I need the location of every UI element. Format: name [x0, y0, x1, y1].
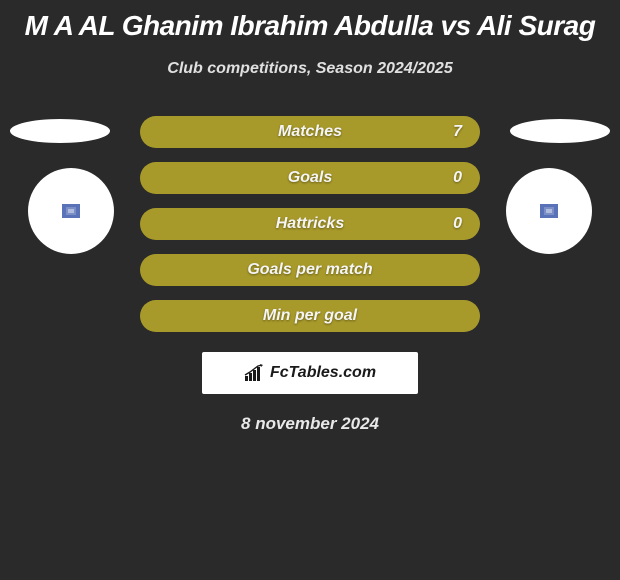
stat-rows: Matches 7 Goals 0 Hattricks 0 Goals per … [140, 116, 480, 332]
comparison-widget: M A AL Ghanim Ibrahim Abdulla vs Ali Sur… [0, 0, 620, 434]
page-title: M A AL Ghanim Ibrahim Abdulla vs Ali Sur… [0, 10, 620, 42]
stat-row-min-per-goal: Min per goal [140, 300, 480, 332]
club-badge-left [28, 168, 114, 254]
stat-row-goals: Goals 0 [140, 162, 480, 194]
stat-value-right: 0 [453, 169, 462, 187]
stat-row-matches: Matches 7 [140, 116, 480, 148]
stat-value-right: 0 [453, 215, 462, 233]
club-badge-right [506, 168, 592, 254]
logo-box[interactable]: FcTables.com [202, 352, 418, 394]
stat-label: Matches [278, 123, 342, 141]
badge-left-icon [62, 204, 80, 218]
bar-chart-icon [244, 364, 266, 382]
stat-label: Hattricks [276, 215, 344, 233]
stat-value-right: 7 [453, 123, 462, 141]
stat-label: Goals [288, 169, 332, 187]
date-text: 8 november 2024 [0, 414, 620, 434]
stat-label: Goals per match [247, 261, 372, 279]
badge-right-icon [540, 204, 558, 218]
player-left-avatar [10, 119, 110, 143]
main-area: Matches 7 Goals 0 Hattricks 0 Goals per … [0, 116, 620, 434]
player-right-avatar [510, 119, 610, 143]
logo-text: FcTables.com [270, 364, 376, 382]
stat-row-hattricks: Hattricks 0 [140, 208, 480, 240]
stat-label: Min per goal [263, 307, 357, 325]
subtitle: Club competitions, Season 2024/2025 [0, 60, 620, 78]
stat-row-goals-per-match: Goals per match [140, 254, 480, 286]
